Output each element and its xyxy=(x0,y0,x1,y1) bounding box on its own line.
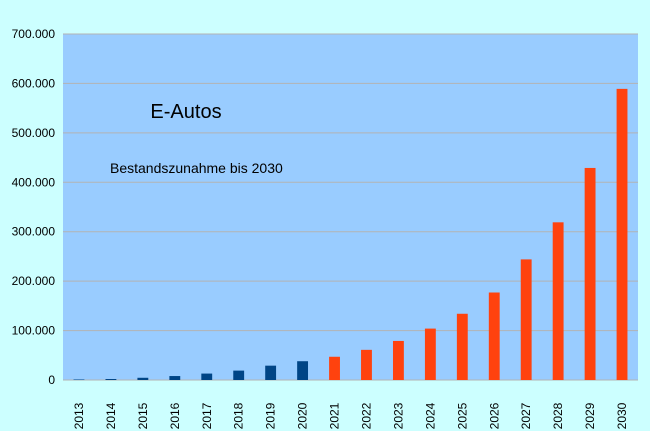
bars xyxy=(73,88,628,381)
bar-2021 xyxy=(329,356,340,380)
x-tick-label: 2029 xyxy=(583,402,597,429)
bar-2015 xyxy=(137,377,149,380)
y-tick-label: 200.000 xyxy=(12,274,56,288)
x-tick-label: 2019 xyxy=(264,402,278,429)
x-tick-label: 2030 xyxy=(615,402,629,429)
bar-2014 xyxy=(105,379,117,380)
x-tick-label: 2017 xyxy=(200,402,214,429)
x-tick-label: 2024 xyxy=(423,402,437,429)
y-tick-label: 0 xyxy=(48,373,55,387)
y-tick-label: 100.000 xyxy=(12,324,56,338)
x-tick-label: 2020 xyxy=(296,402,310,429)
bar-2024 xyxy=(424,328,436,380)
bar-2025 xyxy=(456,313,468,380)
bar-2023 xyxy=(392,340,404,380)
chart-annotation: Bestandszunahme bis 2030 xyxy=(110,160,283,176)
bar-2016 xyxy=(169,376,181,380)
y-tick-label: 700.000 xyxy=(12,27,56,41)
x-tick-label: 2025 xyxy=(455,402,469,429)
bar-2029 xyxy=(584,167,596,380)
bar-2028 xyxy=(552,222,564,380)
y-tick-label: 300.000 xyxy=(12,225,56,239)
bar-2030 xyxy=(616,88,628,380)
bar-2020 xyxy=(297,361,309,380)
x-tick-label: 2015 xyxy=(136,402,150,429)
x-tick-label: 2026 xyxy=(487,402,501,429)
x-tick-label: 2022 xyxy=(359,402,373,429)
x-tick-label: 2018 xyxy=(232,402,246,429)
x-tick-label: 2016 xyxy=(168,402,182,429)
bar-2026 xyxy=(488,292,500,380)
bar-2017 xyxy=(201,373,213,380)
y-tick-label: 600.000 xyxy=(12,76,56,90)
y-tick-label: 500.000 xyxy=(12,126,56,140)
y-axis-tick-labels: 0 100.000 200.000 300.000 400.000 500.000 600.… xyxy=(12,27,56,387)
bar-2022 xyxy=(361,349,372,380)
x-tick-label: 2028 xyxy=(551,402,565,429)
chart-title: E-Autos xyxy=(150,101,221,123)
x-axis-tick-labels: 2013 2014 2015 2016 2017 2018 2019 2020 2021 2022… xyxy=(72,402,629,429)
plot-area xyxy=(63,34,638,380)
y-tick-label: 400.000 xyxy=(12,175,56,189)
bar-2018 xyxy=(233,370,245,380)
x-tick-label: 2021 xyxy=(328,402,342,429)
gridlines xyxy=(63,33,638,381)
bar-2019 xyxy=(265,365,277,380)
x-tick-label: 2013 xyxy=(72,402,86,429)
x-tick-label: 2023 xyxy=(391,402,405,429)
bar-2027 xyxy=(520,259,532,380)
x-tick-label: 2027 xyxy=(519,402,533,429)
x-tick-label: 2014 xyxy=(104,402,118,429)
bar-2013 xyxy=(73,379,85,381)
